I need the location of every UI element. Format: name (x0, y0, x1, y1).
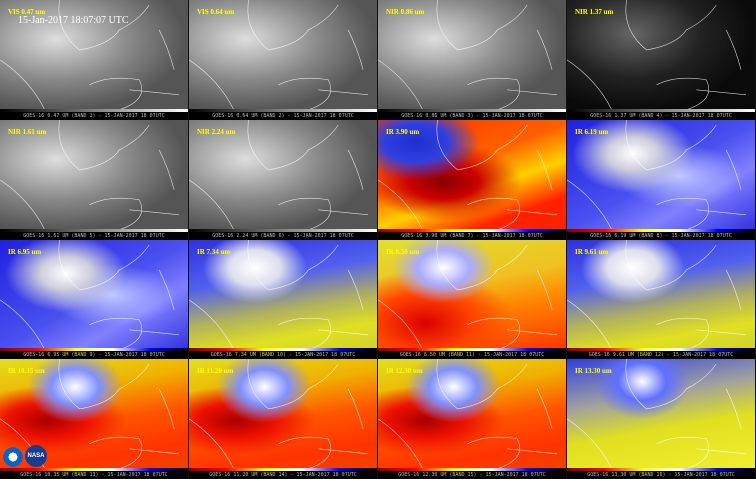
band-label: NIR 2.24 um (197, 127, 236, 136)
band-label: IR 9.61 um (575, 247, 609, 256)
band-footer: GOES-16 0.47 UM (BAND 1) - 15-JAN-2017 1… (0, 111, 188, 120)
band-panel: NIR 1.37 um GOES-16 1.37 UM (BAND 4) - 1… (567, 0, 756, 120)
band-label: VIS 0.47 um (8, 8, 46, 16)
coastline-overlay (189, 239, 369, 350)
coastline-overlay (378, 359, 558, 470)
color-bar (378, 348, 566, 352)
band-footer: GOES-16 3.90 UM (BAND 7) - 15-JAN-2017 1… (378, 231, 566, 240)
color-bar (0, 468, 188, 471)
band-panel: IR 3.90 um GOES-16 3.90 UM (BAND 7) - 15… (378, 119, 567, 240)
coastline-overlay (0, 239, 180, 350)
band-label: NIR 1.37 um (575, 8, 614, 16)
band-panel: NIR 1.61 um GOES-16 1.61 UM (BAND 5) - 1… (0, 119, 189, 240)
band-footer: GOES-16 0.86 UM (BAND 3) - 15-JAN-2017 1… (378, 111, 566, 120)
band-panel: IR 7.34 um GOES-16 7.34 UM (BAND 10) - 1… (189, 239, 378, 360)
band-footer: GOES-16 10.35 UM (BAND 13) - 15-JAN-2017… (0, 471, 188, 479)
band-footer: GOES-16 6.19 UM (BAND 8) - 15-JAN-2017 1… (567, 231, 755, 240)
coastline-overlay (378, 239, 558, 350)
color-bar (0, 108, 188, 112)
band-label: IR 11.20 um (197, 367, 234, 376)
coastline-overlay (0, 119, 180, 230)
satellite-image (378, 119, 566, 232)
band-panel: IR 6.19 um GOES-16 6.19 UM (BAND 8) - 15… (567, 119, 756, 240)
satellite-image (567, 0, 755, 112)
band-label: IR 12.30 um (386, 367, 423, 376)
band-panel: IR 12.30 um GOES-16 12.30 UM (BAND 15) -… (378, 359, 567, 479)
band-footer: GOES-16 7.34 UM (BAND 10) - 15-JAN-2017 … (189, 351, 377, 360)
color-bar (189, 468, 377, 471)
coastline-overlay (189, 359, 369, 470)
nasa-logo: NASA (25, 445, 47, 467)
band-label: VIS 0.64 um (197, 8, 235, 16)
coastline-overlay (567, 119, 747, 230)
band-footer: GOES-16 11.20 UM (BAND 14) - 15-JAN-2017… (189, 471, 377, 479)
satellite-image (189, 239, 377, 352)
noaa-logo (3, 447, 23, 467)
satellite-image (378, 239, 566, 352)
color-bar (189, 348, 377, 352)
color-bar (378, 468, 566, 471)
coastline-overlay (0, 0, 180, 111)
satellite-image (189, 0, 377, 112)
timestamp: 15-Jan-2017 18:07:07 UTC (18, 15, 129, 26)
coastline-overlay (189, 0, 369, 111)
color-bar (189, 108, 377, 112)
color-bar (0, 228, 188, 232)
band-panel: IR 11.20 um GOES-16 11.20 UM (BAND 14) -… (189, 359, 378, 479)
band-footer: GOES-16 8.50 UM (BAND 11) - 15-JAN-2017 … (378, 351, 566, 360)
satellite-image (567, 359, 755, 471)
color-bar (567, 468, 755, 471)
coastline-overlay (567, 239, 747, 350)
band-panel: IR 13.30 um GOES-16 13.30 UM (BAND 16) -… (567, 359, 756, 479)
coastline-overlay (189, 119, 369, 230)
satellite-image (378, 359, 566, 471)
band-label: IR 8.50 um (386, 247, 420, 256)
color-bar (189, 228, 377, 232)
color-bar (378, 108, 566, 112)
band-label: IR 3.90 um (386, 127, 420, 136)
band-panel: VIS 0.64 um GOES-16 0.64 UM (BAND 2) - 1… (189, 0, 378, 120)
band-label: IR 6.19 um (575, 127, 609, 136)
band-panel: IR 6.95 um GOES-16 6.95 UM (BAND 9) - 15… (0, 239, 189, 360)
coastline-overlay (378, 0, 558, 111)
band-label: IR 6.95 um (8, 247, 42, 256)
band-label: IR 7.34 um (197, 247, 231, 256)
satellite-image (567, 239, 755, 352)
band-panel: NIR 2.24 um GOES-16 2.24 UM (BAND 6) - 1… (189, 119, 378, 240)
band-label: NIR 1.61 um (8, 127, 47, 136)
band-footer: GOES-16 1.61 UM (BAND 5) - 15-JAN-2017 1… (0, 231, 188, 240)
band-panel: NIR 0.86 um GOES-16 0.86 UM (BAND 3) - 1… (378, 0, 567, 120)
satellite-image (0, 119, 188, 232)
band-panel: IR 10.35 um GOES-16 10.35 UM (BAND 13) -… (0, 359, 189, 479)
coastline-overlay (0, 359, 180, 470)
band-label: IR 10.35 um (8, 367, 45, 376)
band-panel: VIS 0.47 um GOES-16 0.47 UM (BAND 1) - 1… (0, 0, 189, 120)
band-footer: GOES-16 9.61 UM (BAND 12) - 15-JAN-2017 … (567, 351, 755, 360)
satellite-image (567, 119, 755, 232)
band-footer: GOES-16 2.24 UM (BAND 6) - 15-JAN-2017 1… (189, 231, 377, 240)
band-panel: IR 8.50 um GOES-16 8.50 UM (BAND 11) - 1… (378, 239, 567, 360)
satellite-image (0, 239, 188, 352)
band-footer: GOES-16 1.37 UM (BAND 4) - 15-JAN-2017 1… (567, 111, 755, 120)
color-bar (378, 228, 566, 232)
band-footer: GOES-16 13.30 UM (BAND 16) - 15-JAN-2017… (567, 471, 755, 479)
satellite-image (378, 0, 566, 112)
band-panel: IR 9.61 um GOES-16 9.61 UM (BAND 12) - 1… (567, 239, 756, 360)
band-footer: GOES-16 6.95 UM (BAND 9) - 15-JAN-2017 1… (0, 351, 188, 360)
band-label: IR 13.30 um (575, 367, 612, 376)
coastline-overlay (567, 0, 747, 111)
satellite-image (189, 119, 377, 232)
color-bar (567, 348, 755, 352)
color-bar (0, 348, 188, 352)
coastline-overlay (567, 359, 747, 470)
color-bar (567, 228, 755, 232)
band-footer: GOES-16 0.64 UM (BAND 2) - 15-JAN-2017 1… (189, 111, 377, 120)
satellite-image (189, 359, 377, 471)
color-bar (567, 108, 755, 112)
band-footer: GOES-16 12.30 UM (BAND 15) - 15-JAN-2017… (378, 471, 566, 479)
coastline-overlay (378, 119, 558, 230)
band-label: NIR 0.86 um (386, 8, 425, 16)
satellite-image (0, 0, 188, 112)
